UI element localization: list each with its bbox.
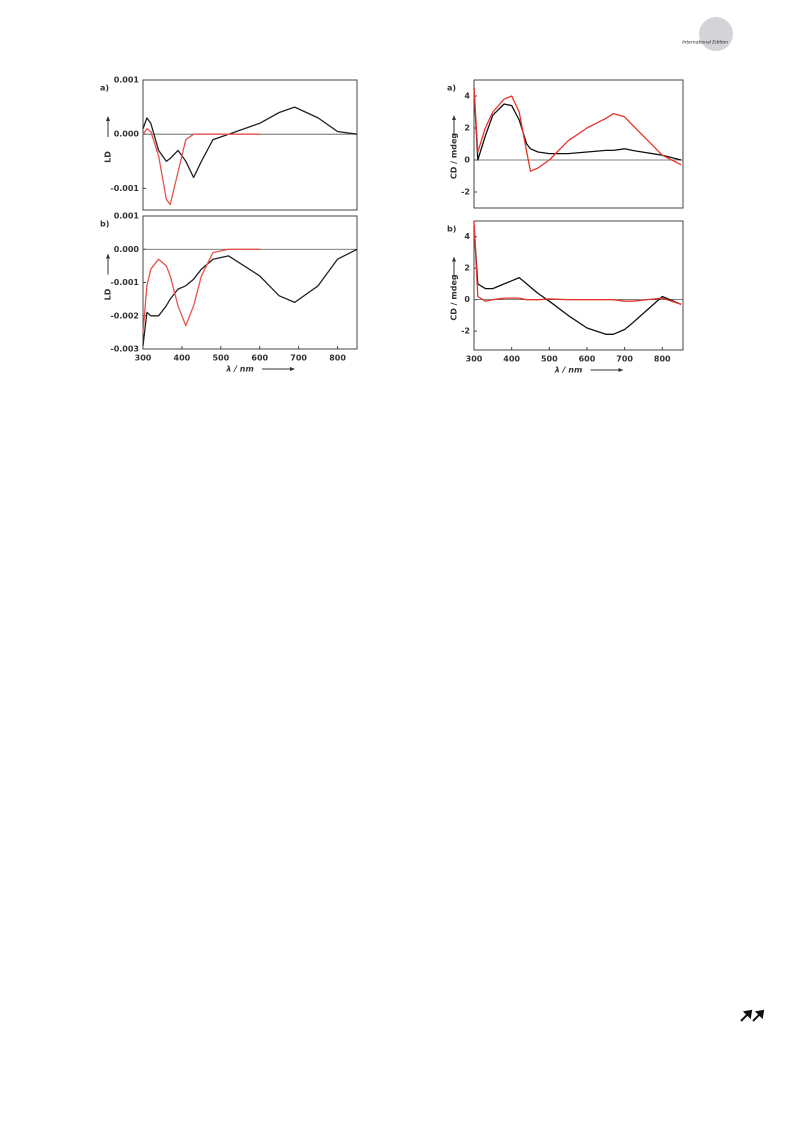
badge-circle bbox=[699, 17, 733, 51]
x-label-arrowhead bbox=[618, 368, 624, 372]
x-tick-label: 400 bbox=[174, 354, 191, 363]
badge-text: International Edition bbox=[682, 40, 728, 46]
y-tick-label: 0.001 bbox=[114, 212, 140, 221]
x-tick-label: 700 bbox=[290, 354, 307, 363]
y-tick-label: -0.002 bbox=[110, 311, 139, 320]
y-axis-label: CD / mdeg bbox=[450, 133, 459, 179]
data-line bbox=[473, 87, 682, 161]
y-axis-label: LD bbox=[104, 151, 113, 163]
x-axis-label: λ / nm bbox=[225, 365, 254, 374]
y-tick-label: 4 bbox=[464, 92, 470, 101]
y-axis-label: LD bbox=[104, 288, 113, 300]
y-tick-label: 4 bbox=[464, 232, 470, 241]
data-line bbox=[473, 220, 682, 306]
plot-frame bbox=[473, 79, 684, 209]
x-tick-label: 500 bbox=[541, 355, 558, 364]
x-axis-label: λ / nm bbox=[554, 366, 583, 375]
x-tick-label: 400 bbox=[503, 355, 520, 364]
panel-label: a) bbox=[447, 84, 456, 93]
x-tick-label: 700 bbox=[616, 355, 633, 364]
plot-frame bbox=[473, 220, 684, 351]
panel-label: b) bbox=[100, 220, 109, 229]
y-tick-label: 0.001 bbox=[114, 76, 140, 85]
y-tick-label: -0.001 bbox=[110, 184, 139, 193]
x-tick-label: 800 bbox=[329, 354, 346, 363]
y-tick-label: 2 bbox=[464, 124, 470, 133]
x-tick-label: 500 bbox=[212, 354, 229, 363]
y-label-arrowhead bbox=[106, 116, 110, 121]
plot-frame bbox=[142, 215, 358, 350]
x-label-arrowhead bbox=[290, 367, 295, 371]
y-tick-label: 0 bbox=[464, 295, 470, 304]
x-tick-label: 600 bbox=[251, 354, 268, 363]
panel-label: b) bbox=[447, 225, 456, 234]
y-tick-label: -2 bbox=[461, 188, 470, 197]
data-line bbox=[142, 106, 358, 179]
y-tick-label: 0.000 bbox=[114, 245, 140, 254]
y-tick-label: -2 bbox=[461, 327, 470, 336]
y-label-arrowhead bbox=[452, 115, 456, 120]
y-label-arrowhead bbox=[452, 256, 456, 262]
y-tick-label: -0.001 bbox=[110, 278, 139, 287]
y-tick-label: 0 bbox=[464, 156, 470, 165]
data-line bbox=[142, 248, 260, 333]
x-tick-label: 300 bbox=[135, 354, 152, 363]
x-tick-label: 300 bbox=[466, 355, 483, 364]
y-label-arrowhead bbox=[106, 253, 110, 259]
y-axis-label: CD / mdeg bbox=[450, 274, 459, 320]
x-tick-label: 800 bbox=[654, 355, 671, 364]
y-tick-label: 2 bbox=[464, 264, 470, 273]
panel-label: a) bbox=[100, 84, 109, 93]
y-tick-label: 0.000 bbox=[114, 130, 140, 139]
plot-frame bbox=[142, 79, 358, 211]
nav-arrows bbox=[740, 1009, 765, 1022]
x-tick-label: 600 bbox=[579, 355, 596, 364]
data-line bbox=[142, 248, 358, 346]
data-line bbox=[473, 225, 682, 335]
data-line bbox=[473, 87, 682, 172]
y-tick-label: -0.003 bbox=[110, 345, 139, 354]
data-line bbox=[142, 128, 260, 206]
